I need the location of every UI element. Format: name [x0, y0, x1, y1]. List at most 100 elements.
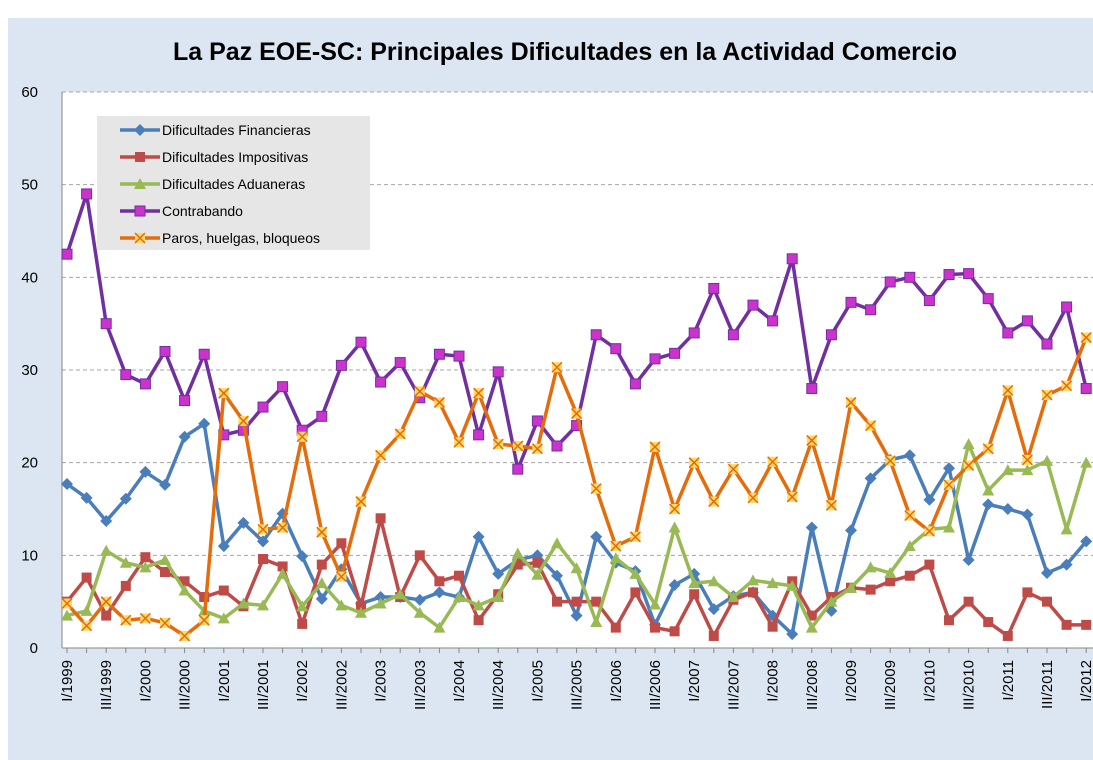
marker	[375, 376, 387, 388]
marker	[257, 599, 269, 611]
marker	[492, 567, 505, 580]
marker	[413, 593, 426, 606]
marker	[355, 496, 367, 508]
marker-cross	[375, 449, 387, 461]
marker	[963, 596, 974, 607]
marker	[962, 553, 975, 566]
marker	[983, 617, 994, 628]
marker	[139, 465, 152, 478]
y-tick-label: 50	[21, 177, 38, 194]
marker-cross	[590, 483, 602, 495]
marker	[845, 396, 857, 408]
series-layer	[61, 188, 1093, 642]
marker-cross	[257, 523, 269, 535]
marker	[218, 585, 229, 596]
x-tick-label: III/2006	[647, 660, 664, 710]
marker	[610, 343, 622, 355]
legend-label: Dificultades Impositivas	[162, 149, 308, 165]
marker-cross	[433, 396, 445, 408]
marker	[904, 570, 915, 581]
marker	[845, 296, 857, 308]
marker	[590, 483, 602, 495]
x-tick-label: III/2009	[882, 660, 899, 710]
marker	[727, 329, 739, 341]
marker	[923, 295, 935, 306]
marker	[943, 269, 955, 281]
marker-cross	[237, 415, 249, 427]
marker	[551, 361, 563, 373]
marker	[903, 540, 916, 552]
y-tick-label: 40	[21, 269, 38, 286]
marker-cross	[767, 456, 779, 468]
marker	[963, 459, 975, 471]
marker-cross	[414, 385, 426, 397]
marker	[1001, 503, 1014, 515]
marker	[571, 420, 583, 432]
marker	[492, 366, 504, 378]
marker	[472, 599, 485, 611]
marker	[61, 609, 73, 621]
marker	[315, 592, 328, 605]
marker	[806, 610, 817, 621]
marker	[375, 513, 386, 524]
marker	[374, 591, 387, 604]
marker	[139, 612, 151, 624]
y-tick-label: 10	[21, 547, 38, 564]
marker	[394, 357, 406, 369]
marker	[120, 614, 132, 626]
marker	[708, 496, 720, 508]
marker-cross	[982, 443, 994, 455]
marker	[727, 591, 740, 603]
marker	[61, 248, 73, 260]
marker	[668, 578, 681, 591]
marker	[806, 383, 818, 395]
marker	[434, 576, 445, 587]
marker	[296, 550, 309, 563]
marker-cross	[551, 361, 563, 373]
marker	[650, 622, 660, 633]
x-tick-label: III/2010	[961, 660, 978, 710]
marker	[707, 603, 720, 616]
marker	[80, 604, 93, 616]
marker-cross	[904, 509, 916, 522]
marker	[511, 547, 524, 559]
marker-cross	[845, 396, 857, 408]
marker	[100, 318, 112, 330]
marker-cross	[1061, 380, 1073, 392]
x-tick-label: I/2010	[921, 660, 938, 702]
marker	[296, 600, 309, 612]
marker	[61, 477, 73, 490]
marker	[551, 440, 563, 452]
marker	[356, 601, 366, 612]
marker	[237, 516, 250, 529]
marker	[81, 620, 93, 632]
marker-cross	[316, 526, 328, 538]
marker	[825, 329, 837, 341]
marker	[135, 152, 145, 162]
marker-cross	[100, 596, 112, 608]
marker	[748, 587, 758, 598]
marker	[140, 552, 151, 563]
y-tick-label: 20	[21, 455, 38, 472]
x-tick-label: III/2011	[1039, 660, 1056, 709]
marker	[531, 443, 543, 455]
marker	[277, 561, 288, 572]
marker	[335, 571, 347, 583]
marker	[277, 522, 289, 534]
marker	[139, 378, 151, 390]
marker	[688, 457, 700, 469]
marker	[570, 562, 583, 574]
marker	[943, 521, 955, 533]
marker	[198, 614, 210, 626]
marker	[257, 401, 269, 413]
marker	[473, 387, 485, 399]
marker	[609, 552, 622, 564]
marker	[277, 381, 289, 393]
marker	[865, 584, 876, 595]
marker	[590, 530, 603, 543]
marker	[630, 587, 641, 598]
marker	[531, 568, 544, 580]
marker	[355, 606, 367, 618]
marker	[1080, 535, 1093, 548]
marker	[884, 566, 897, 578]
